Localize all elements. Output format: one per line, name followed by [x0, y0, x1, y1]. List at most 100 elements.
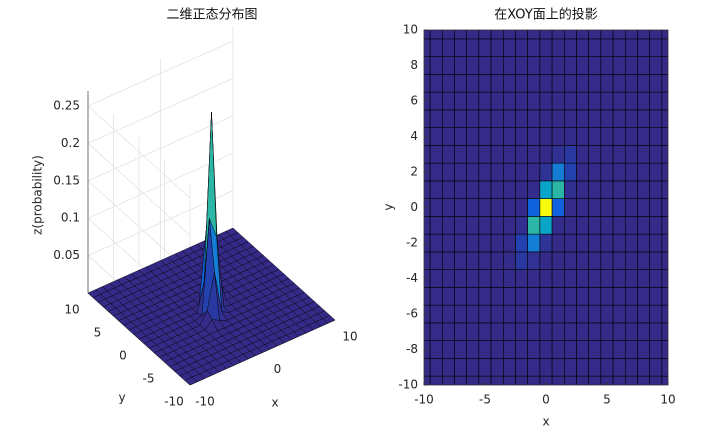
y-tick-label: 4: [410, 129, 418, 143]
heatmap-cell: [661, 358, 668, 377]
heatmap-cell: [576, 233, 589, 253]
y-axis-label: y: [118, 391, 125, 405]
heatmap-cell: [441, 287, 455, 306]
heatmap-cell: [490, 91, 504, 111]
heatmap-cell: [466, 74, 480, 93]
heatmap-cell: [612, 251, 626, 270]
heatmap-cell: [539, 216, 553, 235]
heatmap-cell: [454, 340, 467, 359]
x-tick-label: 0: [542, 393, 550, 407]
heatmap-cell: [502, 91, 516, 111]
heatmap-cell: [429, 145, 443, 164]
heatmap-cell: [539, 74, 553, 93]
heatmap-cell: [600, 322, 614, 341]
heatmap-cell: [527, 233, 541, 253]
heatmap-cell: [624, 30, 638, 40]
heatmap-cell: [624, 162, 638, 182]
heatmap-cell: [637, 145, 650, 164]
heatmap-cell: [551, 233, 565, 253]
z-axis-label: z(probability): [31, 155, 45, 235]
z-tick-label: 0.15: [53, 173, 80, 187]
heatmap-cell: [624, 198, 638, 217]
heatmap-cell: [429, 162, 443, 182]
heatmap-cell: [600, 340, 614, 359]
heatmap-cell: [515, 162, 528, 182]
heatmap-cell: [563, 340, 577, 359]
heatmap-cell: [502, 56, 516, 75]
heatmap-cell: [502, 322, 516, 341]
heatmap-cell: [563, 91, 577, 111]
heatmap-cell: [551, 91, 565, 111]
heatmap-cell: [478, 287, 492, 306]
heatmap-cell: [637, 304, 650, 324]
heatmap-cell: [612, 127, 626, 146]
heatmap-cell: [637, 269, 650, 288]
heatmap-cell: [515, 304, 528, 324]
heatmap-cell: [576, 91, 589, 111]
heatmap-cell: [563, 198, 577, 217]
heatmap-cell: [429, 109, 443, 128]
heatmap-cell: [539, 145, 553, 164]
heatmap-cell: [490, 145, 504, 164]
heatmap-cell: [661, 38, 668, 57]
heatmap-cell: [551, 216, 565, 235]
heatmap-cell: [454, 304, 467, 324]
y-tick-label: -10: [164, 395, 184, 409]
heatmap-cell: [563, 162, 577, 182]
heatmap-cell: [600, 251, 614, 270]
heatmap-cell: [429, 287, 443, 306]
heatmap-cell: [502, 162, 516, 182]
heatmap-cell: [637, 127, 650, 146]
heatmap-cell: [612, 304, 626, 324]
heatmap-cell: [515, 322, 528, 341]
heatmap-cell: [588, 127, 602, 146]
heatmap-cell: [563, 127, 577, 146]
heatmap-cell: [515, 127, 528, 146]
heatmap-cell: [612, 269, 626, 288]
heatmap-cell: [502, 269, 516, 288]
heatmap-cell: [441, 304, 455, 324]
heatmap-cell: [551, 30, 565, 40]
heatmap-cell: [424, 375, 431, 385]
heatmap-cell: [454, 74, 467, 93]
heatmap-cell: [515, 91, 528, 111]
heatmap-cell: [466, 198, 480, 217]
heatmap-cell: [429, 340, 443, 359]
heatmap-cell: [539, 287, 553, 306]
heatmap-cell: [649, 340, 663, 359]
heatmap-cell: [527, 38, 541, 57]
heatmap-cell: [551, 127, 565, 146]
heatmap-cell: [539, 162, 553, 182]
heatmap-cell: [429, 304, 443, 324]
heatmap-cell: [466, 287, 480, 306]
heatmap-cell: [502, 304, 516, 324]
heatmap-cell: [600, 38, 614, 57]
heatmap-cell: [502, 251, 516, 270]
heatmap-cell: [490, 162, 504, 182]
heatmap-cell: [661, 251, 668, 270]
heatmap-cell: [490, 269, 504, 288]
heatmap-cell: [563, 30, 577, 40]
heatmap-cell: [563, 287, 577, 306]
heatmap-cell: [454, 251, 467, 270]
heatmap-cell: [490, 216, 504, 235]
chart-title: 在XOY面上的投影: [494, 7, 598, 23]
chart-title: 二维正态分布图: [166, 8, 257, 23]
heatmap-cell: [612, 358, 626, 377]
heatmap-cell: [600, 269, 614, 288]
heatmap-cell: [649, 322, 663, 341]
heatmap-cell: [600, 91, 614, 111]
heatmap-cell: [563, 322, 577, 341]
heatmap-cell: [661, 162, 668, 182]
heatmap-cell: [612, 216, 626, 235]
heatmap-cell: [563, 216, 577, 235]
heatmap-cell: [551, 251, 565, 270]
heatmap-cell: [637, 251, 650, 270]
heatmap-cell: [478, 74, 492, 93]
heatmap-cell: [612, 162, 626, 182]
heatmap-cell: [527, 251, 541, 270]
heatmap-cell: [454, 322, 467, 341]
heatmap-cell: [478, 304, 492, 324]
heatmap-cell: [649, 180, 663, 199]
heatmap-cell: [624, 145, 638, 164]
